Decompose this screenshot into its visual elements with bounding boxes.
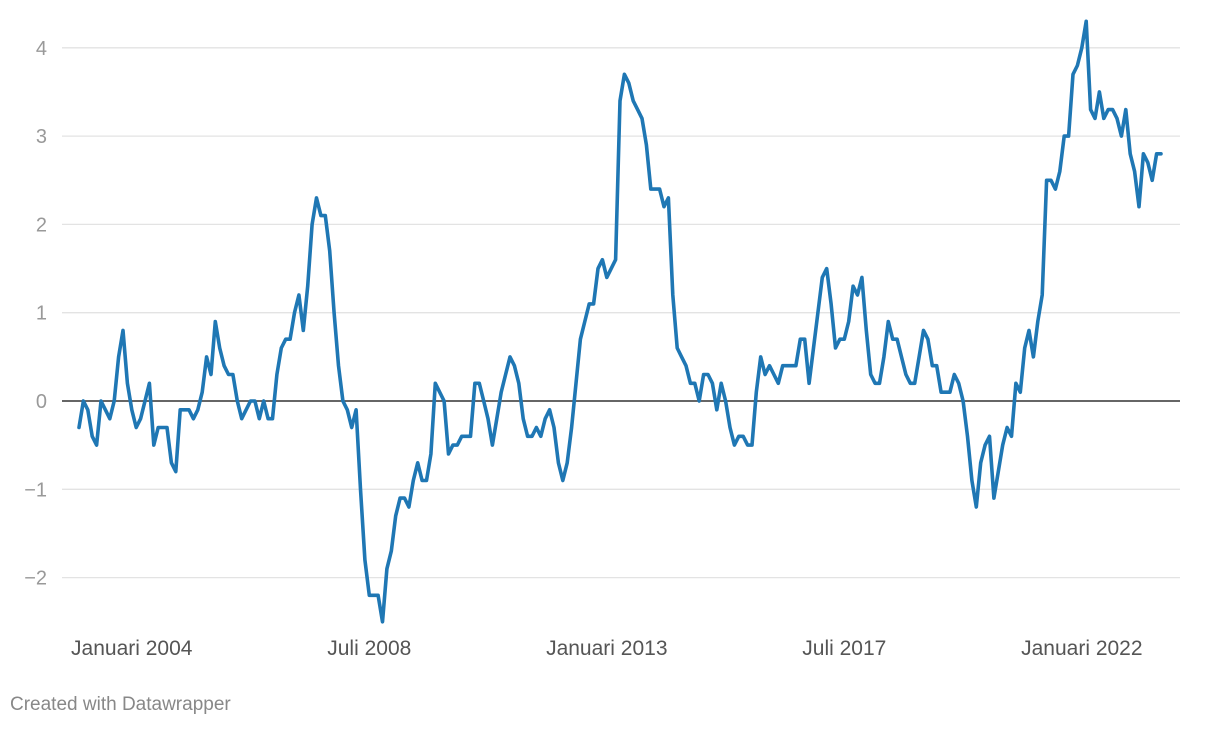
y-tick-labels: −2 −1 0 1 2 3 4 [24, 38, 47, 590]
y-tick-label: 2 [36, 214, 47, 236]
x-tick-label: Januari 2022 [1021, 637, 1142, 660]
x-tick-label: Januari 2004 [71, 637, 193, 660]
y-tick-label: 3 [36, 126, 47, 148]
series-layer [77, 19, 1163, 624]
x-tick-labels: Januari 2004 Juli 2008 Januari 2013 Juli 20… [71, 637, 1142, 660]
x-tick-label: Juli 2008 [327, 637, 411, 660]
y-tick-label: 0 [36, 391, 47, 413]
series-line [77, 19, 1163, 624]
y-tick-label: 4 [36, 38, 47, 60]
datawrapper-credit: Created with Datawrapper [10, 694, 231, 715]
x-tick-label: Januari 2013 [546, 637, 667, 660]
y-tick-label: −2 [24, 568, 47, 590]
y-tick-label: −1 [24, 479, 47, 501]
grid-lines [62, 47, 1180, 579]
y-tick-label: 1 [36, 303, 47, 325]
x-tick-label: Juli 2017 [802, 637, 886, 660]
